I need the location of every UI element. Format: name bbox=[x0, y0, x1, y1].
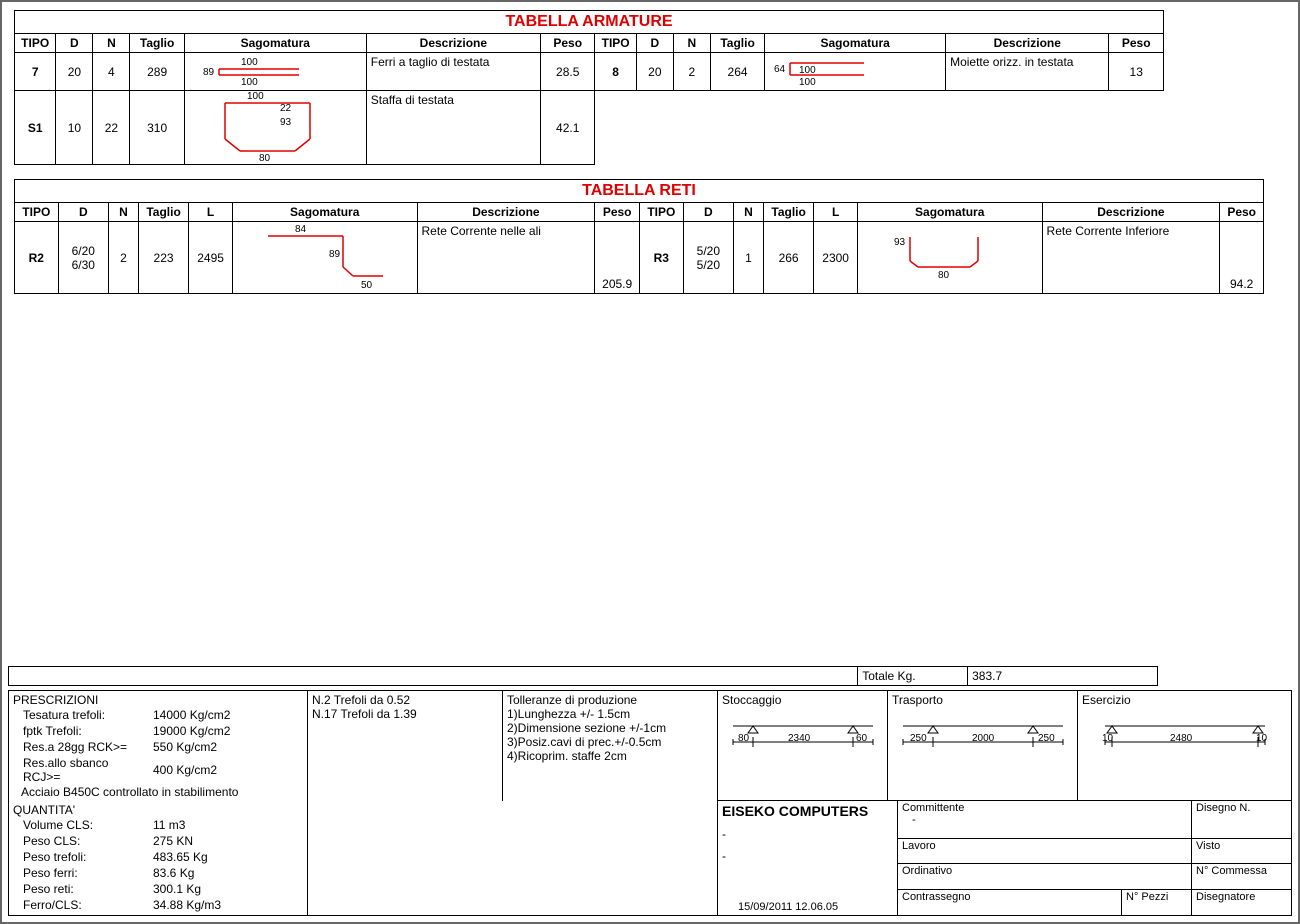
esercizio-box: Esercizio 10 2480 10 bbox=[1078, 690, 1292, 801]
svg-text:89: 89 bbox=[203, 67, 215, 78]
armature-title: TABELLA ARMATURE bbox=[15, 11, 1164, 34]
beam-diagram: 80 2340 60 bbox=[728, 711, 878, 751]
svg-text:84: 84 bbox=[295, 224, 307, 235]
svg-text:100: 100 bbox=[241, 57, 258, 68]
svg-text:80: 80 bbox=[938, 270, 950, 281]
reti-header-row: TIPO D N Taglio L Sagomatura Descrizione… bbox=[15, 203, 1264, 222]
tabella-armature: TABELLA ARMATURE TIPO D N Taglio Sagomat… bbox=[14, 10, 1164, 165]
prescrizioni-box: PRESCRIZIONI Tesatura trefoli:14000 Kg/c… bbox=[8, 690, 308, 801]
trefoli-box: N.2 Trefoli da 0.52 N.17 Trefoli da 1.39 bbox=[308, 690, 503, 801]
quantita-box: QUANTITA' Volume CLS:11 m3 Peso CLS:275 … bbox=[8, 801, 308, 916]
svg-text:80: 80 bbox=[259, 153, 271, 161]
stoccaggio-box: Stoccaggio 80 2340 60 bbox=[718, 690, 888, 801]
svg-text:93: 93 bbox=[894, 237, 906, 248]
beam-diagram: 250 2000 250 bbox=[898, 711, 1068, 751]
svg-text:100: 100 bbox=[799, 77, 816, 85]
trasporto-box: Trasporto 250 2000 250 bbox=[888, 690, 1078, 801]
svg-text:10: 10 bbox=[1256, 733, 1268, 744]
tabella-reti: TABELLA RETI TIPO D N Taglio L Sagomatur… bbox=[14, 179, 1264, 294]
sagomatura-cell: 64 100 100 bbox=[765, 53, 946, 91]
sag-shape-8: 64 100 100 bbox=[769, 55, 909, 85]
svg-text:93: 93 bbox=[280, 117, 292, 128]
svg-text:250: 250 bbox=[1038, 733, 1055, 744]
company-box: EISEKO COMPUTERS - - 15/09/2011 12.06.05 bbox=[718, 801, 898, 916]
sagomatura-cell: 100 22 93 80 bbox=[184, 91, 366, 165]
sag-shape-r3: 93 80 bbox=[858, 231, 1018, 281]
reti-row-1: R2 6/20 6/30 2 223 2495 84 89 50 Rete Co… bbox=[15, 222, 1264, 294]
armature-row-2: S1 10 22 310 100 22 93 80 Staffa di test… bbox=[15, 91, 1164, 165]
svg-text:64: 64 bbox=[774, 64, 786, 75]
title-block: Committente - Disegno N. Lavoro Visto Or… bbox=[898, 801, 1292, 916]
svg-text:89: 89 bbox=[329, 249, 341, 260]
svg-text:10: 10 bbox=[1102, 733, 1114, 744]
armature-header-row: TIPO D N Taglio Sagomatura Descrizione P… bbox=[15, 34, 1164, 53]
sagomatura-cell: 100 89 100 bbox=[184, 53, 366, 91]
sagomatura-cell: 93 80 bbox=[857, 222, 1042, 294]
svg-text:80: 80 bbox=[738, 733, 750, 744]
sag-shape-7: 100 89 100 bbox=[189, 55, 329, 85]
svg-text:22: 22 bbox=[280, 103, 292, 114]
svg-text:2340: 2340 bbox=[788, 733, 811, 744]
sagomatura-cell: 84 89 50 bbox=[232, 222, 417, 294]
svg-text:2480: 2480 bbox=[1170, 733, 1193, 744]
svg-text:100: 100 bbox=[247, 91, 264, 102]
svg-text:50: 50 bbox=[361, 280, 373, 290]
sag-shape-r2: 84 89 50 bbox=[233, 222, 393, 290]
svg-text:2000: 2000 bbox=[972, 733, 995, 744]
svg-text:100: 100 bbox=[241, 77, 258, 85]
svg-text:250: 250 bbox=[910, 733, 927, 744]
totale-row: Totale Kg. 383.7 bbox=[8, 666, 1158, 686]
reti-title: TABELLA RETI bbox=[15, 180, 1264, 203]
armature-row-1: 7 20 4 289 100 89 100 Ferri a taglio di … bbox=[15, 53, 1164, 91]
sag-shape-s1: 100 22 93 80 bbox=[185, 91, 351, 161]
svg-text:60: 60 bbox=[856, 733, 868, 744]
beam-diagram: 10 2480 10 bbox=[1100, 711, 1270, 751]
tolleranze-box: Tolleranze di produzione 1)Lunghezza +/-… bbox=[503, 690, 718, 801]
bottom-section: Totale Kg. 383.7 PRESCRIZIONI Tesatura t… bbox=[8, 666, 1292, 916]
